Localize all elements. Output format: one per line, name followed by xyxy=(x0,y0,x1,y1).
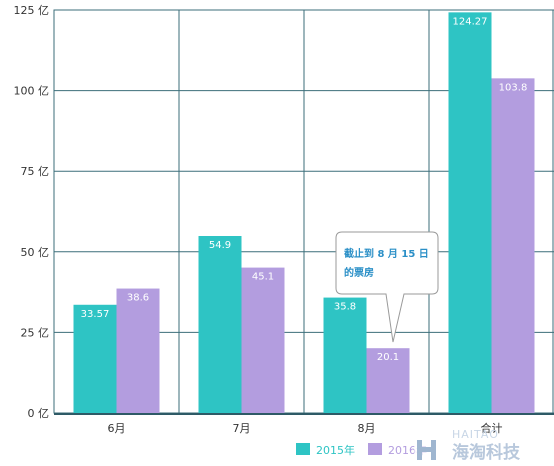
y-tick-label: 125 亿 xyxy=(14,4,50,17)
y-tick-label: 100 亿 xyxy=(14,85,50,98)
watermark-logo: HAITAO 海淘科技 xyxy=(414,428,552,463)
legend-swatch-2015 xyxy=(296,443,310,455)
callout-line-1: 截止到 8 月 15 日 xyxy=(344,247,429,260)
x-category-label: 合计 xyxy=(481,421,503,435)
bar-2015年-7月 xyxy=(198,236,242,413)
data-label: 124.27 xyxy=(453,16,488,27)
legend-swatch-2016 xyxy=(368,443,382,455)
bar-2015年-6月 xyxy=(73,304,117,413)
bar-2016年-6月 xyxy=(116,288,160,413)
y-tick-label: 50 亿 xyxy=(21,246,50,259)
data-label: 20.1 xyxy=(377,352,399,363)
legend-label-2015: 2015年 xyxy=(316,443,355,457)
bar-2016年-7月 xyxy=(241,267,285,413)
annotation-callout: 截止到 8 月 15 日 的票房 xyxy=(335,231,439,343)
y-axis-ticks: 0 亿 25 亿 50 亿 75 亿 100 亿 125 亿 xyxy=(14,4,50,420)
callout-bubble xyxy=(335,231,439,343)
watermark-h-icon xyxy=(417,440,436,460)
watermark-backdrop xyxy=(414,436,552,462)
bar-2016年-8月 xyxy=(366,348,410,413)
x-category-label: 7月 xyxy=(233,422,251,435)
bar-2016年-合计 xyxy=(491,78,535,413)
callout-line-2: 的票房 xyxy=(344,266,374,279)
x-axis-categories: 6月 7月 8月 合计 xyxy=(108,421,503,435)
data-label: 33.57 xyxy=(81,309,110,320)
data-label: 38.6 xyxy=(127,293,149,304)
y-tick-label: 75 亿 xyxy=(21,165,50,178)
watermark-latin: HAITAO xyxy=(452,428,499,441)
data-label: 45.1 xyxy=(252,272,274,283)
data-label: 103.8 xyxy=(499,82,528,93)
watermark-cjk: 海淘科技 xyxy=(452,442,521,463)
bar-2015年-8月 xyxy=(323,297,367,413)
y-tick-label: 0 亿 xyxy=(28,407,50,420)
y-tick-label: 25 亿 xyxy=(21,326,50,339)
bars-group: 33.57 38.6 54.9 45.1 35.8 20.1 124.27 103.8 xyxy=(73,12,535,414)
bar-2015年-合计 xyxy=(448,12,492,414)
legend: 2015年 2016年 xyxy=(296,443,427,457)
x-category-label: 6月 xyxy=(108,422,126,435)
x-category-label: 8月 xyxy=(358,422,376,435)
data-label: 54.9 xyxy=(209,240,231,251)
data-label: 35.8 xyxy=(334,302,356,313)
